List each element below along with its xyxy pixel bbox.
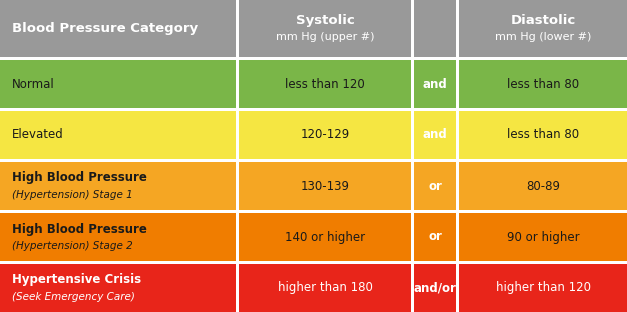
- Text: mm Hg (lower #): mm Hg (lower #): [495, 32, 591, 42]
- Bar: [414, 111, 456, 159]
- Bar: [411, 213, 414, 261]
- Bar: [239, 0, 411, 57]
- Bar: [0, 213, 236, 261]
- Bar: [459, 0, 627, 57]
- Bar: [414, 213, 456, 261]
- Bar: [411, 162, 414, 210]
- Text: Diastolic: Diastolic: [510, 14, 576, 27]
- Text: or: or: [428, 179, 442, 193]
- Bar: [414, 60, 456, 108]
- Bar: [0, 261, 627, 264]
- Text: less than 80: less than 80: [507, 129, 579, 142]
- Bar: [236, 111, 239, 159]
- Bar: [414, 162, 456, 210]
- Bar: [456, 162, 459, 210]
- Bar: [236, 162, 239, 210]
- Text: Elevated: Elevated: [12, 129, 64, 142]
- Bar: [459, 60, 627, 108]
- Text: High Blood Pressure: High Blood Pressure: [12, 172, 147, 184]
- Bar: [459, 162, 627, 210]
- Text: Hypertensive Crisis: Hypertensive Crisis: [12, 274, 141, 286]
- Text: (Seek Emergency Care): (Seek Emergency Care): [12, 292, 135, 302]
- Bar: [411, 111, 414, 159]
- Bar: [0, 0, 236, 57]
- Bar: [239, 111, 411, 159]
- Text: and: and: [423, 129, 448, 142]
- Bar: [414, 264, 456, 312]
- Bar: [239, 264, 411, 312]
- Bar: [236, 264, 239, 312]
- Bar: [456, 60, 459, 108]
- Bar: [0, 162, 236, 210]
- Text: and/or: and/or: [414, 281, 456, 295]
- Bar: [236, 60, 239, 108]
- Text: 130-139: 130-139: [300, 179, 349, 193]
- Bar: [239, 60, 411, 108]
- Bar: [459, 213, 627, 261]
- Bar: [0, 111, 236, 159]
- Text: or: or: [428, 231, 442, 243]
- Bar: [236, 213, 239, 261]
- Text: High Blood Pressure: High Blood Pressure: [12, 222, 147, 236]
- Text: higher than 120: higher than 120: [495, 281, 591, 295]
- Bar: [459, 111, 627, 159]
- Text: 140 or higher: 140 or higher: [285, 231, 365, 243]
- Text: Blood Pressure Category: Blood Pressure Category: [12, 22, 198, 35]
- Text: 90 or higher: 90 or higher: [507, 231, 579, 243]
- Text: Systolic: Systolic: [295, 14, 354, 27]
- Bar: [456, 264, 459, 312]
- Text: mm Hg (upper #): mm Hg (upper #): [276, 32, 374, 42]
- Bar: [0, 159, 627, 162]
- Text: 120-129: 120-129: [300, 129, 350, 142]
- Text: less than 120: less than 120: [285, 77, 365, 90]
- Bar: [456, 213, 459, 261]
- Bar: [0, 108, 627, 111]
- Text: (Hypertension) Stage 2: (Hypertension) Stage 2: [12, 241, 133, 251]
- Text: and: and: [423, 77, 448, 90]
- Bar: [459, 264, 627, 312]
- Text: less than 80: less than 80: [507, 77, 579, 90]
- Text: (Hypertension) Stage 1: (Hypertension) Stage 1: [12, 190, 133, 200]
- Bar: [0, 57, 627, 60]
- Bar: [239, 162, 411, 210]
- Bar: [456, 111, 459, 159]
- Text: 80-89: 80-89: [526, 179, 560, 193]
- Bar: [239, 213, 411, 261]
- Bar: [414, 0, 456, 57]
- Bar: [0, 264, 236, 312]
- Text: higher than 180: higher than 180: [278, 281, 372, 295]
- Text: Normal: Normal: [12, 77, 55, 90]
- Bar: [0, 60, 236, 108]
- Bar: [411, 60, 414, 108]
- Bar: [411, 264, 414, 312]
- Bar: [0, 210, 627, 213]
